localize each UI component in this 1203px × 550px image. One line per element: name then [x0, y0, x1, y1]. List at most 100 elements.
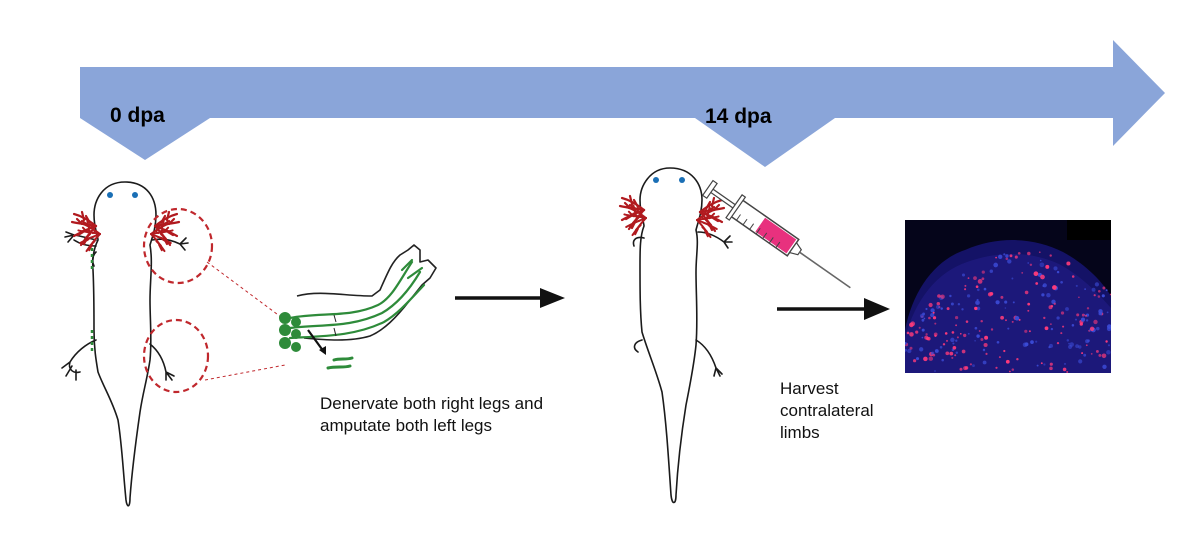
tissue-signal-spot	[978, 330, 981, 332]
tissue-nucleus-spot	[952, 342, 955, 345]
tissue-signal-spot	[995, 256, 997, 259]
tissue-signal-spot	[969, 363, 973, 366]
tissue-nucleus-spot	[1078, 359, 1083, 364]
tissue-nucleus-spot	[921, 328, 925, 332]
tissue-nucleus-spot	[919, 347, 924, 352]
tissue-nucleus-spot	[1007, 327, 1010, 330]
tissue-signal-spot	[1003, 349, 1006, 353]
tissue-signal-spot	[913, 359, 917, 363]
tissue-signal-spot	[1102, 286, 1106, 290]
tissue-signal-spot	[1043, 316, 1046, 320]
tissue-signal-spot	[1097, 289, 1101, 293]
tissue-signal-spot	[1045, 264, 1050, 269]
tissue-nucleus-spot	[1056, 270, 1060, 274]
tissue-nucleus-spot	[1075, 344, 1079, 348]
tissue-signal-spot	[956, 336, 959, 339]
process-arrow-1	[455, 288, 565, 308]
tissue-signal-spot	[1005, 359, 1010, 364]
tissue-signal-spot	[932, 316, 937, 320]
tissue-nucleus-spot	[989, 269, 994, 273]
tissue-nucleus-spot	[996, 340, 1000, 344]
tissue-signal-spot	[1009, 254, 1013, 258]
tissue-signal-spot	[1093, 294, 1096, 297]
tissue-nucleus-spot	[995, 300, 1000, 305]
step-2-line-2: contralateral	[780, 401, 874, 420]
step-1-line-2: amputate both left legs	[320, 416, 493, 435]
tissue-nucleus-spot	[1011, 277, 1014, 280]
tissue-signal-spot	[1095, 349, 1099, 353]
leader-lines	[204, 261, 286, 381]
tissue-signal-spot	[909, 332, 914, 337]
tissue-nucleus-spot	[935, 304, 941, 310]
tissue-signal-spot	[1011, 368, 1015, 371]
tissue-signal-spot	[981, 277, 985, 281]
tissue-nucleus-spot	[1027, 262, 1030, 264]
tissue-signal-spot	[959, 332, 962, 335]
tissue-signal-spot	[967, 277, 970, 279]
tissue-signal-spot	[928, 302, 933, 308]
tissue-signal-spot	[1027, 309, 1030, 312]
tissue-signal-spot	[989, 291, 994, 296]
timepoint-label-0dpa: 0 dpa	[110, 104, 165, 127]
tissue-nucleus-spot	[1074, 318, 1078, 321]
tissue-signal-spot	[1040, 362, 1043, 365]
step-2-line-3: limbs	[780, 423, 820, 442]
tissue-nucleus-spot	[950, 337, 955, 343]
tissue-nucleus-spot	[1105, 289, 1108, 292]
tissue-signal-spot	[975, 285, 979, 289]
tissue-nucleus-spot	[976, 334, 980, 338]
tissue-nucleus-spot	[1003, 253, 1006, 256]
tissue-signal-spot	[909, 346, 913, 350]
tissue-signal-spot	[1079, 322, 1083, 326]
tissue-nucleus-spot	[941, 358, 944, 362]
tissue-signal-spot	[998, 356, 1001, 359]
tissue-signal-spot	[937, 294, 941, 298]
tissue-signal-spot	[1081, 352, 1084, 355]
tissue-signal-spot	[926, 336, 931, 341]
tissue-nucleus-spot	[1043, 363, 1046, 366]
tissue-nucleus-spot	[1106, 350, 1111, 355]
tissue-nucleus-spot	[939, 345, 943, 349]
eye-left-after	[653, 177, 659, 183]
tissue-signal-spot	[934, 322, 937, 325]
tissue-nucleus-spot	[930, 308, 935, 313]
tissue-nucleus-spot	[925, 307, 928, 311]
tissue-signal-spot	[1027, 302, 1031, 306]
tissue-signal-spot	[1052, 285, 1057, 290]
tissue-nucleus-spot	[955, 339, 958, 342]
tissue-signal-spot	[1005, 257, 1009, 261]
tissue-signal-spot	[932, 311, 935, 314]
tissue-nucleus-spot	[1094, 282, 1100, 287]
tissue-signal-spot	[1062, 325, 1065, 328]
tissue-signal-spot	[963, 366, 968, 371]
tissue-nucleus-spot	[1014, 316, 1020, 321]
tissue-signal-spot	[964, 284, 967, 287]
tissue-nucleus-spot	[950, 302, 954, 306]
tissue-signal-spot	[1101, 353, 1107, 359]
tissue-signal-spot	[944, 332, 948, 335]
tissue-signal-spot	[963, 333, 967, 338]
tissue-signal-spot	[1053, 302, 1056, 305]
tissue-nucleus-spot	[1106, 324, 1111, 329]
tissue-signal-spot	[1066, 371, 1069, 373]
tissue-nucleus-spot	[905, 348, 907, 352]
tissue-nucleus-spot	[1048, 345, 1051, 349]
tissue-nucleus-spot	[1042, 283, 1047, 288]
tissue-signal-spot	[1040, 274, 1045, 280]
tissue-signal-spot	[1016, 358, 1019, 361]
tissue-nucleus-spot	[1050, 327, 1054, 331]
tissue-nucleus-spot	[1053, 266, 1058, 271]
tissue-signal-spot	[1076, 313, 1080, 317]
eye-right	[132, 192, 138, 198]
tissue-signal-spot	[954, 315, 959, 320]
tissue-signal-spot	[1005, 319, 1007, 322]
tissue-signal-spot	[961, 349, 966, 354]
tissue-nucleus-spot	[1041, 293, 1045, 297]
tissue-signal-spot	[1081, 313, 1085, 317]
tissue-signal-spot	[1071, 275, 1075, 278]
tissue-signal-spot	[1009, 370, 1011, 373]
tissue-nucleus-spot	[1039, 259, 1042, 262]
tissue-signal-spot	[910, 321, 916, 327]
